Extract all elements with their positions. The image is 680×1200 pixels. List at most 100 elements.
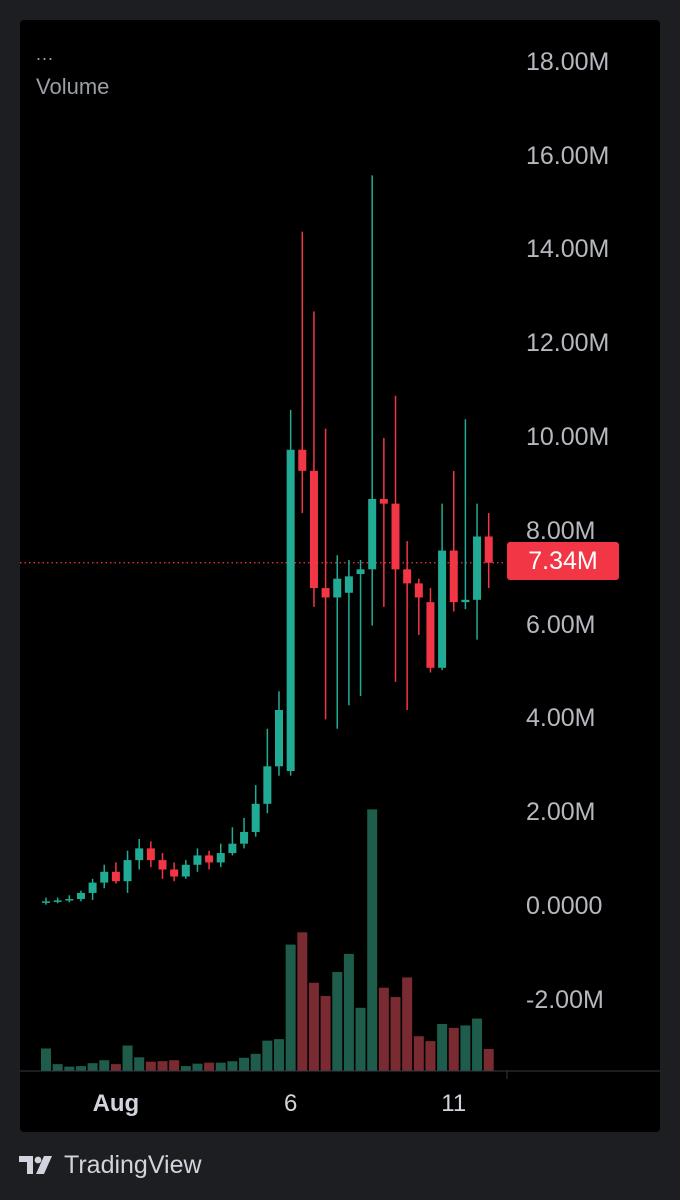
candle-body bbox=[170, 869, 179, 877]
volume-bar bbox=[215, 1062, 226, 1071]
brand-name: TradingView bbox=[64, 1150, 202, 1179]
candle bbox=[123, 850, 132, 893]
y-tick-label: 14.00M bbox=[526, 235, 610, 264]
candle-body bbox=[216, 853, 225, 863]
candle bbox=[135, 838, 144, 870]
volume-bar bbox=[390, 997, 401, 1071]
chart-plot[interactable] bbox=[20, 20, 660, 1132]
candle-body bbox=[344, 576, 353, 593]
candle bbox=[158, 853, 167, 879]
y-tick-label: 2.00M bbox=[526, 798, 596, 827]
candle-body bbox=[263, 766, 272, 804]
volume-bar bbox=[402, 977, 413, 1071]
y-tick-label: 10.00M bbox=[526, 423, 610, 451]
volume-bar bbox=[75, 1066, 86, 1071]
candle bbox=[100, 864, 109, 889]
volume-bar bbox=[285, 944, 296, 1071]
volume-bar bbox=[413, 1036, 424, 1071]
candle bbox=[461, 419, 470, 610]
candle bbox=[344, 559, 353, 706]
volume-bar bbox=[343, 953, 354, 1071]
candle bbox=[240, 817, 249, 849]
y-tick-label: -2.00M bbox=[526, 985, 604, 1014]
candle-body bbox=[356, 569, 365, 575]
candle bbox=[193, 848, 202, 872]
volume-bar bbox=[367, 809, 378, 1071]
candle bbox=[146, 841, 155, 868]
candle bbox=[473, 503, 482, 640]
candle-body bbox=[286, 449, 295, 771]
candle bbox=[111, 862, 120, 884]
volume-bar bbox=[355, 1007, 366, 1071]
volume-bar bbox=[378, 987, 389, 1071]
volume-bar bbox=[87, 1063, 98, 1071]
y-tick-label: 12.00M bbox=[526, 329, 610, 358]
candle bbox=[251, 785, 260, 837]
candle bbox=[391, 395, 400, 682]
candle bbox=[321, 428, 330, 720]
volume-bar bbox=[297, 932, 308, 1071]
candle bbox=[484, 513, 493, 589]
y-tick-label: 6.00M bbox=[526, 610, 596, 639]
volume-bar bbox=[460, 1025, 471, 1071]
volume-bar bbox=[145, 1061, 156, 1071]
candle bbox=[449, 470, 458, 612]
candle-body bbox=[88, 882, 97, 893]
volume-bar bbox=[157, 1061, 168, 1071]
candle bbox=[275, 691, 283, 776]
chart-panel[interactable]: ... Volume 18.00M 16.00M 14.00M 12.00M 10.00… bbox=[20, 20, 660, 1132]
candle-body bbox=[391, 503, 400, 570]
y-tick-label: 0.0000 bbox=[526, 892, 603, 920]
volume-bar bbox=[180, 1066, 191, 1071]
candle-body bbox=[251, 803, 260, 832]
volume-bar bbox=[41, 1048, 51, 1071]
volume-bar bbox=[134, 1057, 145, 1071]
volume-bar bbox=[425, 1041, 436, 1071]
volume-bar bbox=[448, 1027, 459, 1071]
candle-body bbox=[42, 901, 50, 903]
candle-body bbox=[484, 536, 493, 563]
volume-bar bbox=[320, 996, 331, 1071]
legend-menu-dots[interactable]: ... bbox=[36, 44, 55, 64]
candle-body bbox=[379, 498, 388, 504]
tradingview-brand[interactable]: TradingView bbox=[18, 1148, 202, 1182]
candle-body bbox=[298, 449, 307, 471]
candle-body bbox=[240, 831, 249, 844]
candle-body bbox=[146, 848, 155, 861]
candle-body bbox=[426, 602, 435, 668]
y-tick-label: 4.00M bbox=[526, 704, 596, 733]
candle bbox=[403, 541, 412, 711]
candle bbox=[216, 843, 225, 868]
candle-body bbox=[275, 710, 283, 767]
candle-body bbox=[321, 588, 330, 598]
candle-body bbox=[205, 855, 214, 863]
x-tick-label: 6 bbox=[283, 1090, 298, 1117]
candle bbox=[65, 895, 74, 903]
candle bbox=[286, 409, 295, 776]
candle bbox=[88, 878, 97, 900]
candle-body bbox=[461, 599, 470, 603]
tradingview-logo-icon bbox=[19, 1156, 52, 1174]
volume-bar bbox=[437, 1023, 448, 1071]
candle-body bbox=[333, 578, 342, 598]
candle-body bbox=[449, 550, 458, 603]
candle-body bbox=[100, 871, 109, 883]
candle bbox=[356, 559, 365, 696]
candle bbox=[42, 897, 50, 905]
candle-body bbox=[135, 848, 144, 861]
candle bbox=[53, 897, 62, 904]
candle-body bbox=[309, 470, 318, 589]
candle bbox=[368, 175, 377, 626]
volume-bar bbox=[169, 1060, 180, 1071]
volume-bar bbox=[472, 1018, 483, 1071]
candle-body bbox=[438, 550, 447, 668]
y-tick-label: 16.00M bbox=[526, 141, 610, 170]
candle-body bbox=[193, 855, 202, 865]
y-tick-label: 18.00M bbox=[526, 47, 610, 76]
y-tick-label: 8.00M bbox=[526, 516, 596, 545]
candle bbox=[438, 503, 447, 671]
x-tick-label: Aug bbox=[92, 1090, 140, 1117]
candle bbox=[263, 728, 272, 814]
candle-body bbox=[158, 860, 167, 870]
volume-bar bbox=[239, 1057, 250, 1071]
